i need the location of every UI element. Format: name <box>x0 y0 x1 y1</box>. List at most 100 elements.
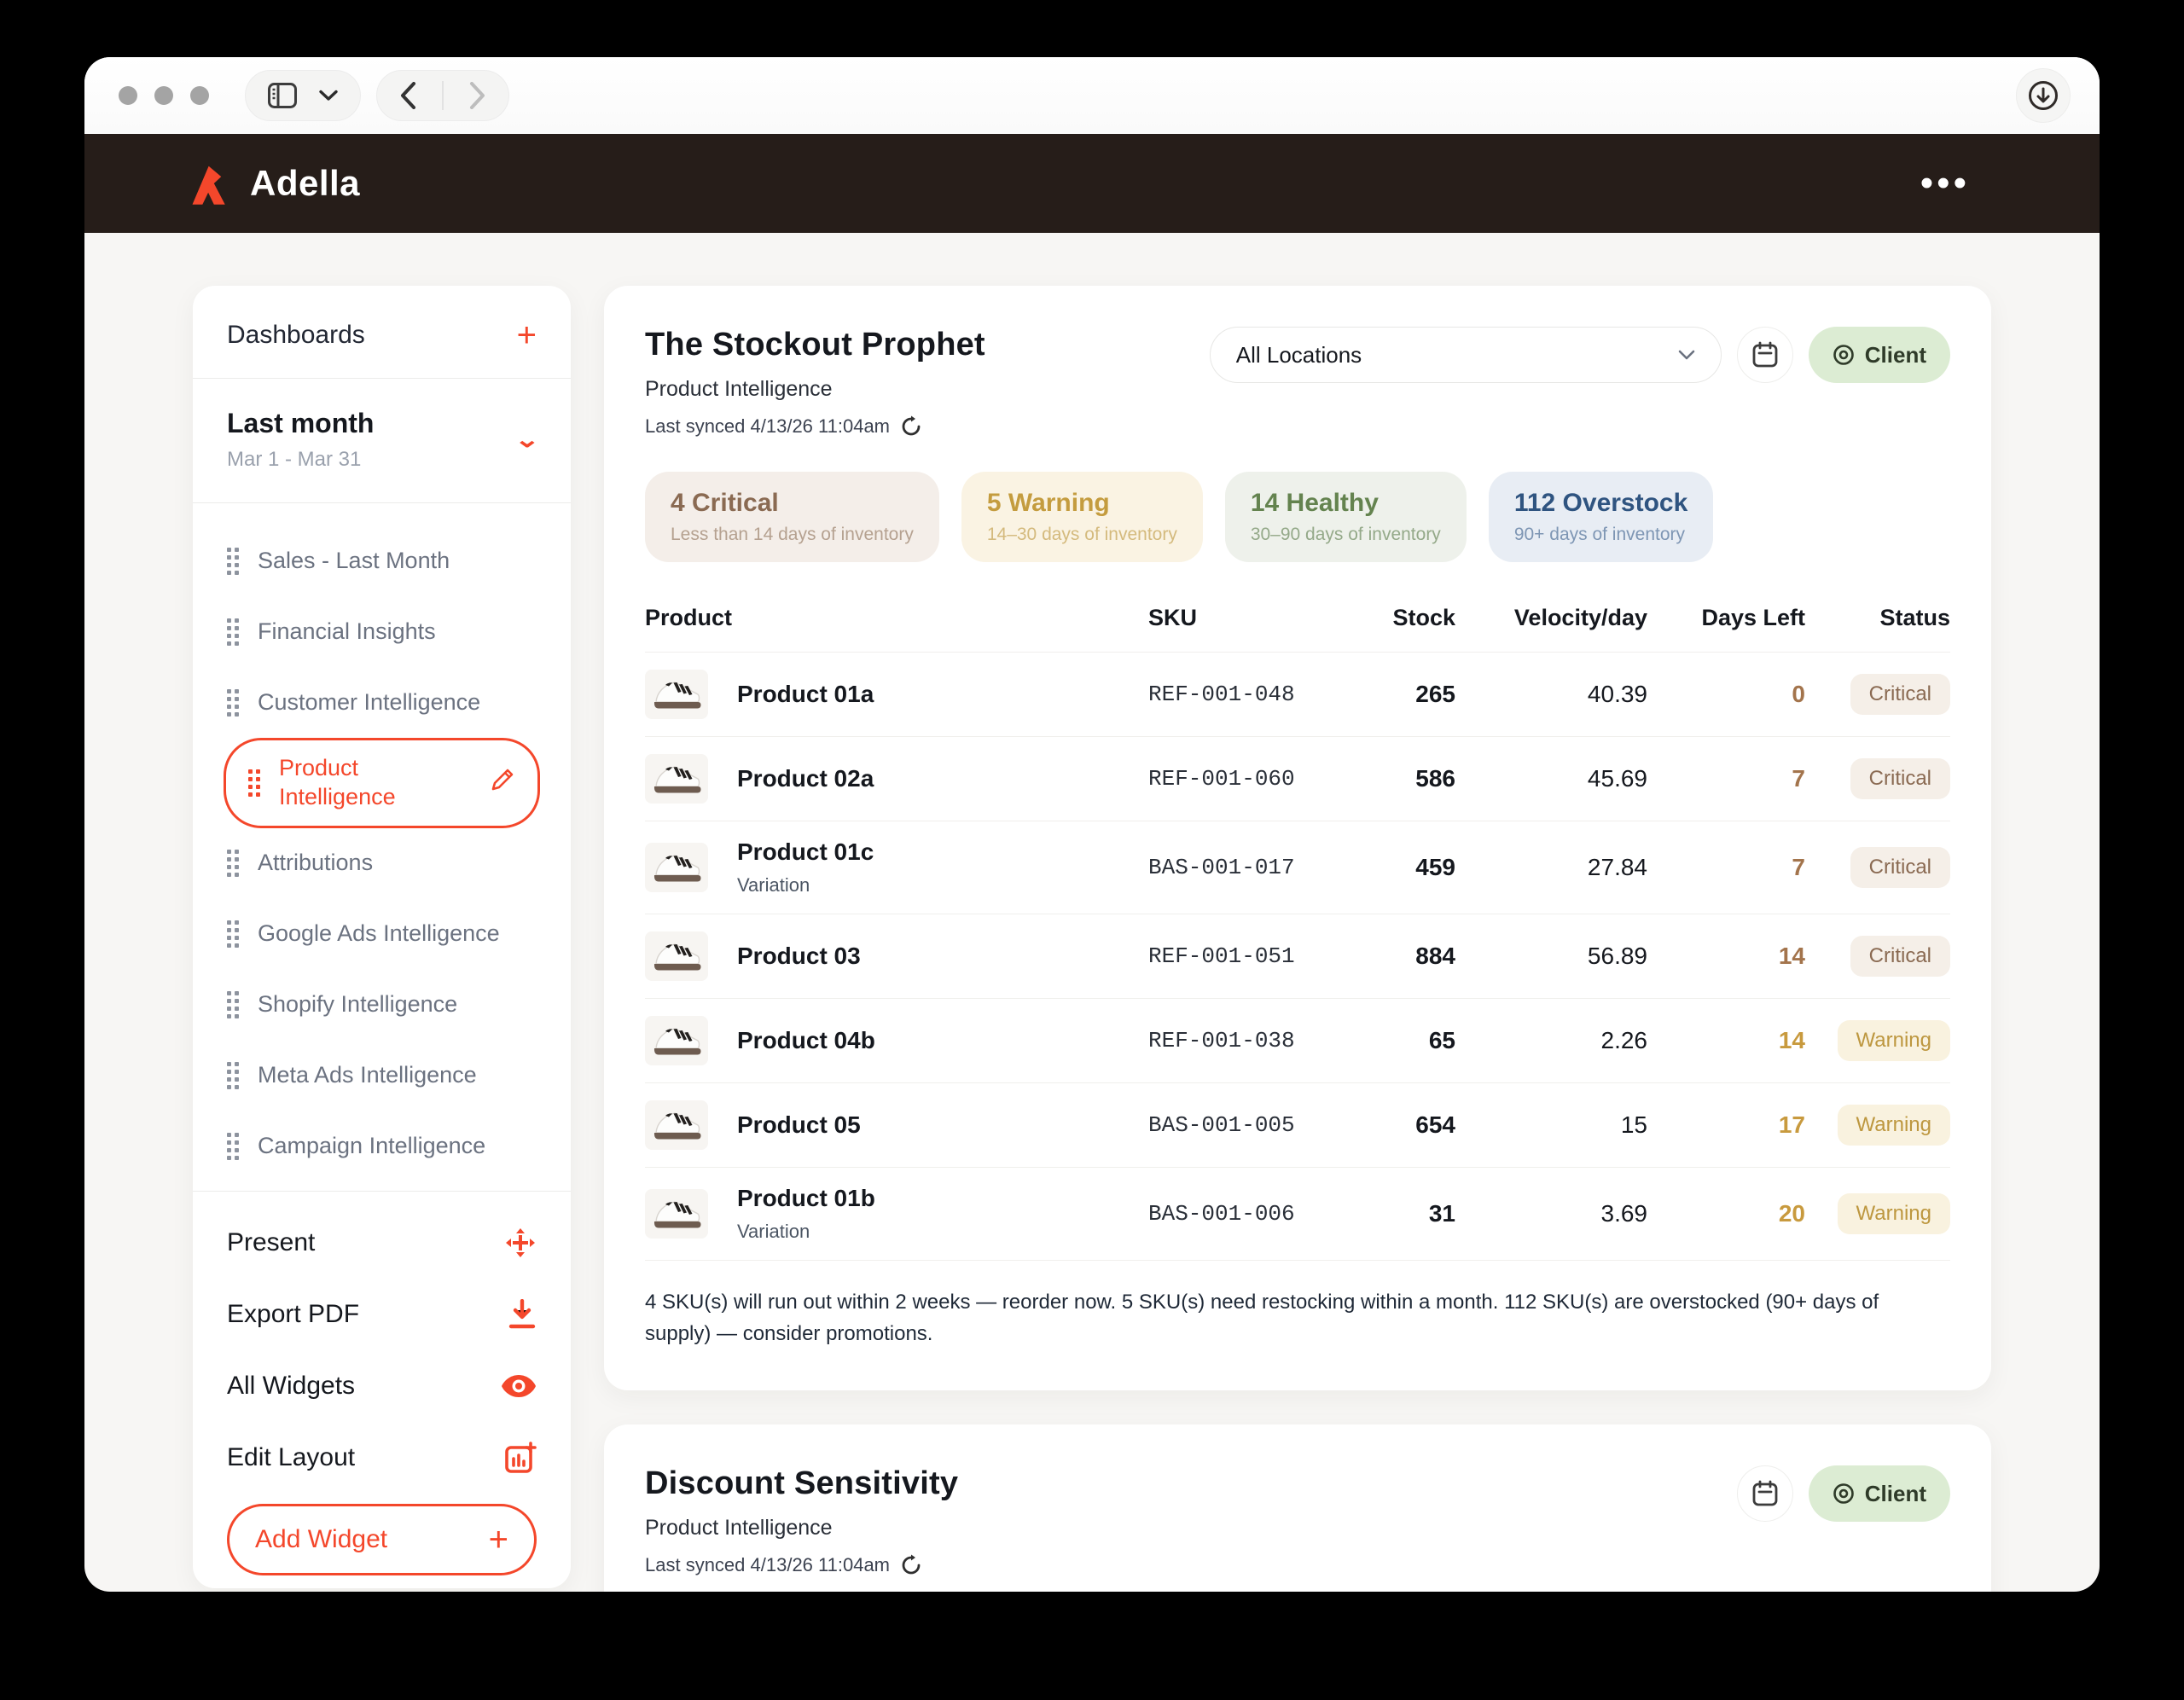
sidebar-item[interactable]: Product Intelligence <box>224 738 540 828</box>
sku-value: REF-001-060 <box>1148 766 1295 792</box>
days-left-value: 14 <box>1778 943 1805 969</box>
drag-handle-icon[interactable] <box>227 1062 239 1089</box>
drag-handle-icon[interactable] <box>227 991 239 1018</box>
drag-handle-icon[interactable] <box>227 1133 239 1160</box>
product-variation: Variation <box>737 1221 810 1242</box>
sku-value: BAS-001-017 <box>1148 855 1295 880</box>
stock-value: 65 <box>1428 1027 1455 1053</box>
sneaker-image <box>653 1028 701 1055</box>
edit-layout-button[interactable]: Edit Layout <box>227 1422 537 1494</box>
table-row[interactable]: Product 01a REF-001-048 265 40.39 0 Crit… <box>645 653 1950 737</box>
drag-handle-icon[interactable] <box>227 850 239 877</box>
dashboards-header: Dashboards + <box>224 286 540 378</box>
product-name: Product 01c <box>737 838 874 865</box>
refresh-icon[interactable] <box>900 1554 922 1576</box>
sidebar-item-label: Campaign Intelligence <box>258 1133 486 1159</box>
product-thumbnail <box>645 1100 708 1150</box>
sneaker-image <box>653 766 701 793</box>
sidebar-item[interactable]: Google Ads Intelligence <box>224 899 540 970</box>
sidebar-toggle-icon <box>268 83 297 108</box>
client-badge-label: Client <box>1864 341 1926 368</box>
overflow-menu-icon[interactable]: ••• <box>1920 162 1970 204</box>
chevron-down-icon <box>1678 350 1695 360</box>
product-name: Product 01a <box>737 681 874 707</box>
velocity-value: 3.69 <box>1600 1200 1648 1227</box>
add-dashboard-button[interactable]: + <box>516 316 537 354</box>
schedule-button[interactable] <box>1736 327 1793 383</box>
download-page-button[interactable] <box>2016 68 2071 123</box>
nav-divider <box>442 81 444 110</box>
last-synced-text: Last synced 4/13/26 11:04am <box>645 415 891 437</box>
days-left-value: 14 <box>1778 1027 1805 1053</box>
product-name: Product 04b <box>737 1027 875 1053</box>
drag-handle-icon[interactable] <box>227 920 239 948</box>
sidebar-item[interactable]: Shopify Intelligence <box>224 970 540 1041</box>
traffic-lights[interactable] <box>119 86 209 105</box>
drag-handle-icon[interactable] <box>227 618 239 646</box>
client-visibility-badge[interactable]: Client <box>1808 1465 1950 1523</box>
export-pdf-button[interactable]: Export PDF <box>227 1279 537 1350</box>
schedule-button[interactable] <box>1736 1465 1793 1523</box>
drag-handle-icon[interactable] <box>248 769 260 797</box>
summary-pill-subtitle: Less than 14 days of inventory <box>671 525 914 544</box>
col-sku: SKU <box>1148 605 1198 630</box>
product-name: Product 03 <box>737 943 861 969</box>
stock-value: 884 <box>1415 943 1455 969</box>
add-widget-button[interactable]: Add Widget + <box>227 1503 537 1575</box>
table-row[interactable]: Product 01c Variation BAS-001-017 459 27… <box>645 821 1950 914</box>
sidebar-item[interactable]: Meta Ads Intelligence <box>224 1041 540 1111</box>
table-row[interactable]: Product 01b Variation BAS-001-006 31 3.6… <box>645 1168 1950 1261</box>
product-name: Product 01b <box>737 1185 875 1211</box>
sidebar-item[interactable]: Sales - Last Month <box>224 525 540 596</box>
client-visibility-badge[interactable]: Client <box>1808 327 1950 383</box>
refresh-icon[interactable] <box>900 415 922 438</box>
table-row[interactable]: Product 02a REF-001-060 586 45.69 7 Crit… <box>645 737 1950 821</box>
table-row[interactable]: Product 03 REF-001-051 884 56.89 14 Crit… <box>645 914 1950 999</box>
present-move-icon <box>506 1227 535 1257</box>
summary-pill-title: 14 Healthy <box>1250 489 1379 517</box>
col-velocity: Velocity/day <box>1513 605 1647 630</box>
widget-title: The Stockout Prophet <box>645 327 985 363</box>
client-badge-label: Client <box>1864 1480 1926 1506</box>
drag-handle-icon[interactable] <box>227 688 239 717</box>
table-row[interactable]: Product 04b REF-001-038 65 2.26 14 Warni… <box>645 999 1950 1083</box>
summary-pill: 112 Overstock 90+ days of inventory <box>1488 472 1714 562</box>
calendar-icon <box>1752 341 1778 368</box>
all-widgets-label: All Widgets <box>227 1371 356 1400</box>
col-days-left: Days Left <box>1701 605 1805 630</box>
days-left-value: 17 <box>1778 1111 1805 1138</box>
velocity-value: 45.69 <box>1587 765 1647 792</box>
nav-buttons <box>376 70 509 121</box>
sneaker-image <box>653 682 701 709</box>
sidebar-item[interactable]: Campaign Intelligence <box>224 1111 540 1182</box>
sidebar-item[interactable]: Customer Intelligence <box>224 667 540 738</box>
inventory-table: Product SKU Stock Velocity/day Days Left… <box>645 600 1950 1261</box>
chevron-down-icon <box>319 90 338 102</box>
stock-value: 586 <box>1415 765 1455 792</box>
status-badge: Critical <box>1850 936 1950 977</box>
back-icon[interactable] <box>399 82 416 109</box>
forward-icon[interactable] <box>469 82 486 109</box>
app-window: Adella ••• Dashboards + Last month Mar 1… <box>84 57 2100 1592</box>
present-button[interactable]: Present <box>227 1207 537 1279</box>
sidebar-item-label: Financial Insights <box>258 618 436 644</box>
sidebar-item-label: Shopify Intelligence <box>258 991 458 1018</box>
col-status: Status <box>1879 605 1950 630</box>
drag-handle-icon[interactable] <box>227 547 239 575</box>
stock-value: 459 <box>1415 854 1455 880</box>
sidebar-item[interactable]: Attributions <box>224 828 540 899</box>
sidebar-actions: Present Export PDF All Widgets Edit Layo… <box>224 1192 540 1575</box>
period-selector[interactable]: Last month Mar 1 - Mar 31 ⌄ <box>224 379 540 502</box>
location-filter-select[interactable]: All Locations <box>1209 327 1722 383</box>
table-row[interactable]: Product 05 BAS-001-005 654 15 17 Warning <box>645 1083 1950 1168</box>
all-widgets-button[interactable]: All Widgets <box>227 1350 537 1422</box>
add-widget-label: Add Widget <box>255 1524 388 1553</box>
sidebar-item[interactable]: Financial Insights <box>224 596 540 667</box>
calendar-icon <box>1752 1480 1778 1506</box>
download-icon <box>508 1298 536 1328</box>
export-pdf-label: Export PDF <box>227 1299 360 1328</box>
summary-pill-subtitle: 30–90 days of inventory <box>1250 525 1441 544</box>
sneaker-image <box>653 1201 701 1228</box>
edit-pencil-icon[interactable] <box>490 767 515 798</box>
sidebar-toggle-button[interactable] <box>245 70 361 121</box>
